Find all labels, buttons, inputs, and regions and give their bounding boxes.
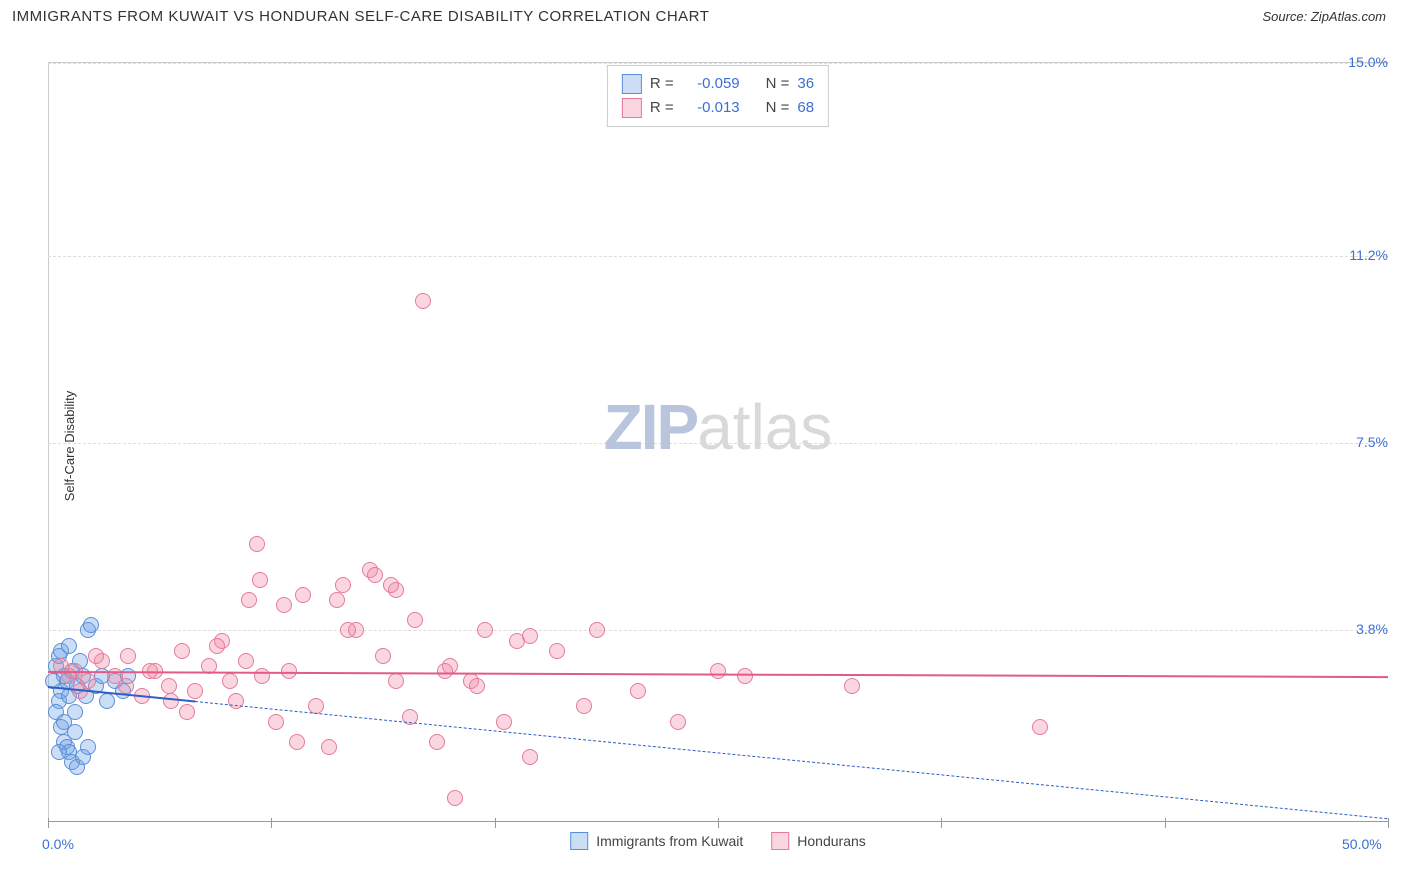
data-point	[241, 592, 257, 608]
data-point	[407, 612, 423, 628]
gridline	[48, 630, 1388, 631]
x-tick-mark	[495, 818, 496, 828]
x-tick-label: 50.0%	[1342, 836, 1382, 852]
data-point	[576, 698, 592, 714]
data-point	[477, 622, 493, 638]
chart-container: IMMIGRANTS FROM KUWAIT VS HONDURAN SELF-…	[0, 0, 1406, 892]
source-label: Source: ZipAtlas.com	[1262, 9, 1386, 24]
data-point	[437, 663, 453, 679]
data-point	[120, 648, 136, 664]
legend-row: R = -0.059 N = 36	[622, 72, 814, 96]
legend-n-value: 36	[797, 72, 814, 96]
data-point	[83, 617, 99, 633]
legend-r-label: R =	[650, 96, 674, 120]
data-point	[383, 577, 399, 593]
legend-n-label: N =	[766, 96, 790, 120]
data-point	[228, 693, 244, 709]
data-point	[51, 744, 67, 760]
y-tick-label: 3.8%	[1356, 621, 1388, 637]
legend-item: Immigrants from Kuwait	[570, 832, 743, 850]
data-point	[179, 704, 195, 720]
x-tick-mark	[271, 818, 272, 828]
data-point	[367, 567, 383, 583]
data-point	[844, 678, 860, 694]
data-point	[209, 638, 225, 654]
data-point	[174, 643, 190, 659]
data-point	[589, 622, 605, 638]
legend-row: R = -0.013 N = 68	[622, 96, 814, 120]
correlation-legend: R = -0.059 N = 36 R = -0.013 N = 68	[607, 65, 829, 127]
data-point	[80, 739, 96, 755]
data-point	[1032, 719, 1048, 735]
legend-n-label: N =	[766, 72, 790, 96]
data-point	[710, 663, 726, 679]
x-tick-label: 0.0%	[42, 836, 74, 852]
x-tick-mark	[1388, 818, 1389, 828]
gridline	[48, 256, 1388, 257]
data-point	[289, 734, 305, 750]
legend-label: Hondurans	[797, 833, 866, 849]
gridline	[48, 63, 1388, 64]
data-point	[187, 683, 203, 699]
data-point	[375, 648, 391, 664]
data-point	[88, 648, 104, 664]
plot-area: ZIPatlas R =-0.059N =36R =-0.013N =68 Im…	[48, 62, 1388, 822]
x-tick-mark	[48, 818, 49, 828]
data-point	[238, 653, 254, 669]
chart-title: IMMIGRANTS FROM KUWAIT VS HONDURAN SELF-…	[12, 8, 709, 25]
data-point	[447, 790, 463, 806]
data-point	[254, 668, 270, 684]
data-point	[469, 678, 485, 694]
legend-n-value: 68	[797, 96, 814, 120]
legend-swatch	[771, 832, 789, 850]
legend-swatch	[622, 74, 642, 94]
data-point	[737, 668, 753, 684]
legend-label: Immigrants from Kuwait	[596, 833, 743, 849]
data-point	[335, 577, 351, 593]
data-point	[522, 628, 538, 644]
data-point	[429, 734, 445, 750]
data-point	[340, 622, 356, 638]
data-point	[56, 714, 72, 730]
legend-r-value: -0.059	[682, 72, 740, 96]
legend-swatch	[570, 832, 588, 850]
data-point	[99, 693, 115, 709]
data-point	[496, 714, 512, 730]
y-tick-label: 7.5%	[1356, 434, 1388, 450]
data-point	[163, 693, 179, 709]
data-point	[268, 714, 284, 730]
trend-line-dashed	[195, 701, 1388, 819]
x-tick-mark	[941, 818, 942, 828]
data-point	[295, 587, 311, 603]
data-point	[252, 572, 268, 588]
y-tick-label: 11.2%	[1349, 247, 1388, 263]
x-tick-mark	[1165, 818, 1166, 828]
data-point	[321, 739, 337, 755]
x-tick-mark	[718, 818, 719, 828]
data-point	[118, 678, 134, 694]
data-point	[61, 638, 77, 654]
data-point	[630, 683, 646, 699]
legend-r-label: R =	[650, 72, 674, 96]
gridline	[48, 443, 1388, 444]
data-point	[415, 293, 431, 309]
series-legend: Immigrants from Kuwait Hondurans	[562, 832, 874, 850]
data-point	[522, 749, 538, 765]
legend-swatch	[622, 98, 642, 118]
data-point	[388, 673, 404, 689]
data-point	[276, 597, 292, 613]
chart-header: IMMIGRANTS FROM KUWAIT VS HONDURAN SELF-…	[0, 0, 1406, 29]
data-point	[549, 643, 565, 659]
legend-item: Hondurans	[771, 832, 866, 850]
data-point	[249, 536, 265, 552]
data-point	[670, 714, 686, 730]
legend-r-value: -0.013	[682, 96, 740, 120]
y-tick-label: 15.0%	[1348, 54, 1388, 70]
data-point	[161, 678, 177, 694]
data-point	[222, 673, 238, 689]
data-point	[329, 592, 345, 608]
